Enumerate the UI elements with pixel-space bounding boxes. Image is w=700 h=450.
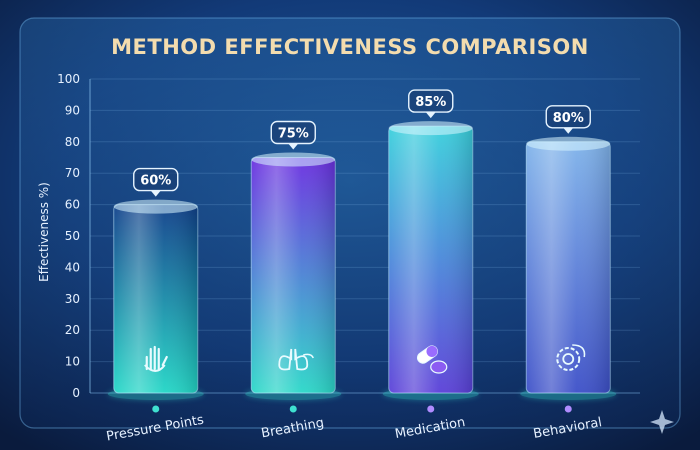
x-tick-dot	[427, 405, 435, 413]
y-tick-label: 10	[65, 355, 80, 369]
value-label: 80%	[553, 111, 584, 126]
sparkle-icon	[650, 410, 674, 434]
bar-shine	[251, 157, 336, 393]
y-tick-label: 0	[72, 386, 80, 400]
hand-icon	[144, 345, 168, 372]
brain-gear-icon	[556, 344, 586, 371]
bar: 75%	[245, 120, 342, 400]
bar-top-cap	[526, 136, 611, 151]
value-label-pointer	[150, 190, 161, 197]
bar-top-cap	[251, 152, 336, 167]
bar-top-cap	[388, 121, 473, 136]
bar-shine	[526, 141, 611, 393]
x-tick-dot	[564, 405, 572, 413]
y-tick-label: 50	[65, 229, 80, 243]
value-label: 60%	[140, 174, 171, 189]
lungs-icon	[278, 348, 314, 371]
value-label-pointer	[425, 112, 436, 119]
bars: 60% 75% 85% 80%	[107, 89, 617, 400]
y-tick-label: 80	[65, 135, 80, 149]
y-axis-label: Effectiveness %)	[37, 182, 51, 282]
y-tick-label: 20	[65, 323, 80, 337]
chart-title: METHOD EFFECTIVENESS COMPARISON	[111, 35, 589, 59]
x-tick-dot	[152, 405, 160, 413]
value-label: 75%	[278, 127, 309, 142]
y-tick-label: 40	[65, 260, 80, 274]
bar: 80%	[520, 105, 617, 400]
y-tick-label: 90	[65, 103, 80, 117]
y-tick-label: 70	[65, 166, 80, 180]
value-label-pointer	[288, 143, 299, 150]
bar-top-cap	[113, 199, 198, 214]
y-tick-labels: 0 10 20 30 40 50 60 70 80 90 100	[57, 72, 80, 400]
bar-shine	[113, 204, 198, 393]
value-label: 85%	[415, 95, 446, 110]
y-tick-label: 60	[65, 198, 80, 212]
x-tick-dot	[289, 405, 297, 413]
pill-capsule-icon	[416, 345, 448, 374]
y-tick-label: 30	[65, 292, 80, 306]
value-label-pointer	[563, 127, 574, 134]
y-tick-label: 100	[57, 72, 80, 86]
bar: 85%	[382, 89, 479, 400]
bar: 60%	[107, 167, 204, 400]
bar-shine	[388, 126, 473, 393]
